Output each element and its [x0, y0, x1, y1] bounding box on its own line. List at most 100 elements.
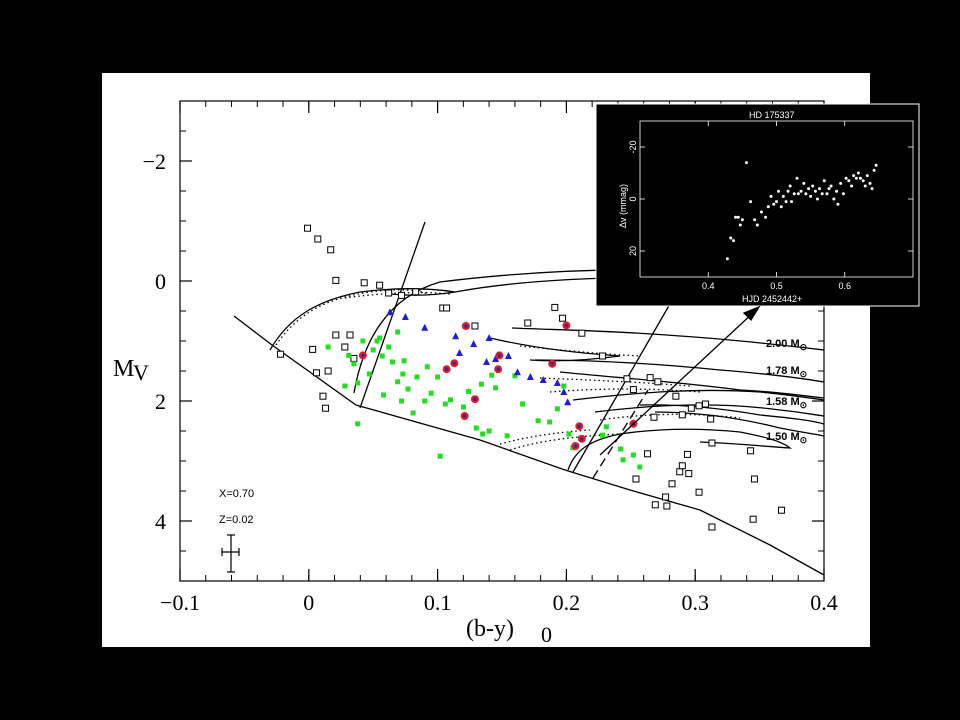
data-point-green-square [405, 386, 411, 392]
axis-ticks: −0.1 0 0.1 0.2 0.3 0.4 −2 0 2 4 [143, 100, 838, 615]
data-point-open-square [629, 386, 637, 394]
inset-data-point [809, 194, 813, 198]
x-axis-label: (b-y) [466, 616, 514, 642]
inset-data-point [792, 192, 796, 196]
data-point-blue-triangle [564, 398, 572, 406]
data-point-open-square [678, 462, 686, 470]
inset-data-point [839, 181, 843, 185]
data-point-open-square [623, 375, 631, 383]
y-tick-label: −2 [143, 149, 166, 174]
inset-pointer-arrow [599, 305, 761, 456]
evolution-track-dotted [344, 291, 451, 299]
inset-data-point [790, 200, 794, 204]
data-point-green-square [355, 421, 361, 427]
data-point-green-square [386, 344, 392, 350]
data-point-green-square [460, 404, 466, 410]
data-point-green-square [422, 398, 428, 404]
data-point-open-square [376, 281, 384, 289]
inset-data-point [796, 192, 800, 196]
evolution-track [639, 404, 825, 425]
data-point-blue-triangle [401, 313, 409, 320]
inset-x-tick-label: 0.4 [702, 281, 715, 291]
inset-data-point [740, 218, 744, 222]
y-axis-label-subscript: V [133, 360, 149, 385]
x-tick-label: 0.1 [424, 590, 452, 615]
inset-data-point [865, 174, 869, 178]
data-point-open-square [750, 475, 758, 483]
inset-data-point [779, 205, 783, 209]
track-label-1.78: 1.78 M⊙ [766, 365, 807, 379]
data-point-open-square [695, 402, 703, 410]
data-point-green-square [489, 372, 495, 378]
data-point-green-square [547, 419, 553, 425]
inset-data-point [775, 200, 778, 204]
inset-data-point [753, 218, 757, 222]
evolution-track-dotted [519, 345, 641, 357]
inset-data-point [817, 187, 821, 191]
x-axis-label-subscript: 0 [541, 622, 552, 647]
inset-y-tick-label: 20 [628, 246, 638, 256]
evolution-track-dotted [599, 413, 741, 421]
inset-data-point [744, 161, 748, 165]
evolution-track [594, 404, 825, 417]
data-point-green-square [554, 406, 560, 412]
x-tick-label: −0.1 [160, 590, 200, 615]
data-point-blue-triangle [455, 349, 463, 356]
data-points [276, 224, 785, 531]
data-point-open-square [412, 288, 420, 296]
data-point-open-square [319, 392, 327, 400]
data-point-green-square [447, 397, 453, 403]
data-point-green-square [400, 371, 406, 377]
inset-data-point [858, 176, 862, 180]
track-label-2.00: 2.00 M⊙ [766, 338, 807, 352]
inset-data-point [829, 184, 833, 188]
data-point-red-circle-core [462, 414, 467, 418]
inset-data-point [729, 236, 733, 240]
data-point-open-square [524, 319, 532, 327]
x-tick-label: 0.3 [681, 590, 709, 615]
inset-data-point [759, 210, 763, 214]
data-point-open-square [654, 378, 662, 386]
inset-data-point [755, 223, 759, 227]
data-point-open-square [683, 450, 691, 458]
data-point-green-square [435, 374, 441, 380]
data-point-green-square [377, 335, 383, 341]
track-label-1.50: 1.50 M⊙ [766, 431, 807, 445]
y-tick-label: 0 [155, 269, 166, 294]
inset-data-point [786, 189, 790, 193]
data-point-green-square [599, 432, 605, 438]
inset-data-point [804, 192, 808, 196]
data-point-green-square [424, 364, 430, 370]
inset-data-point [725, 257, 729, 261]
data-point-open-square [685, 470, 693, 478]
data-point-open-square [276, 350, 284, 358]
data-point-green-square [442, 401, 448, 407]
data-point-green-square [535, 418, 541, 424]
inset-data-point [863, 184, 867, 188]
inset-data-point [822, 179, 826, 183]
inset-x-tick-label: 0.5 [770, 281, 783, 291]
inset-y-label: Δv (mmag) [618, 184, 628, 228]
evolution-track [511, 327, 825, 351]
data-point-open-square [747, 447, 755, 455]
error-bar [221, 534, 240, 573]
data-point-open-square [360, 279, 368, 287]
data-point-green-square [566, 431, 572, 437]
evolution-track-dotted [499, 429, 591, 445]
data-point-blue-triangle [492, 355, 500, 362]
inset-data-point [841, 192, 845, 196]
data-point-green-square [395, 379, 401, 385]
inset-data-point [766, 205, 770, 209]
y-tick-label: 4 [155, 509, 166, 534]
data-point-open-square [668, 480, 676, 488]
data-point-open-square [632, 475, 640, 483]
data-point-open-square [324, 367, 332, 375]
inset-y-tick-label: 0 [628, 196, 638, 201]
data-point-green-square [366, 371, 372, 377]
inset-data-point [854, 176, 858, 180]
data-point-open-square [650, 413, 658, 421]
y-axis-label: M [113, 356, 134, 382]
evolution-track [269, 287, 456, 351]
data-point-green-square [603, 424, 609, 430]
